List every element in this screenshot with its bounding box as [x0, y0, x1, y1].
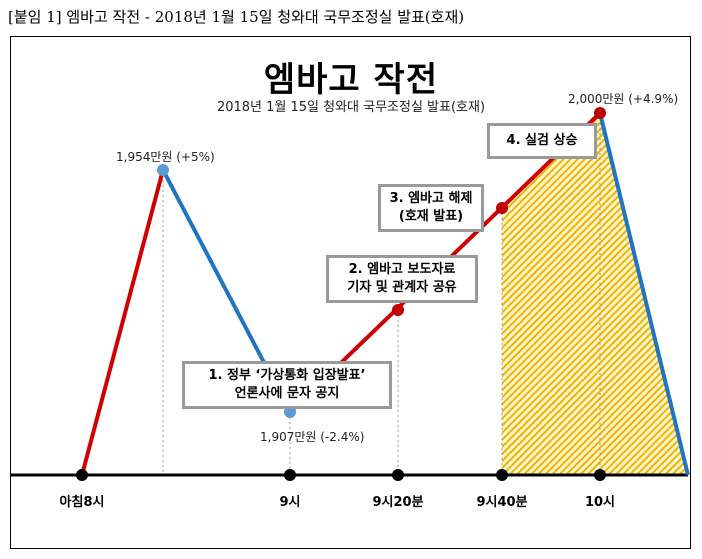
axis-label: 아침8시 [59, 495, 105, 510]
axis-label: 9시40분 [476, 495, 528, 510]
event-text: 4. 실검 상승 [506, 133, 578, 148]
axis-label: 9시 [279, 495, 301, 510]
peak1-label: 1,954만원 (+5%) [116, 150, 215, 164]
event-text: 기자 및 관계자 공유 [347, 280, 457, 295]
diagram-frame [10, 36, 691, 549]
axis-label: 10시 [584, 495, 616, 510]
diagram-subtitle: 2018년 1월 15일 청와대 국무조정실 발표(호재) [216, 100, 486, 115]
axis-dot [392, 469, 404, 481]
event-box-1: 1. 정부 ‘가상통화 입장발표’ 언론사에 문자 공지 [182, 361, 392, 409]
low-label: 1,907만원 (-2.4%) [260, 430, 365, 444]
event-text: (호재 발표) [398, 209, 464, 224]
low-point [284, 406, 296, 418]
axis-dot [594, 469, 606, 481]
event-box-4: 4. 실검 상승 [487, 123, 597, 159]
peak2-label: 2,000만원 (+4.9%) [568, 92, 679, 106]
axis-label: 9시20분 [372, 495, 424, 510]
axis-dot [284, 469, 296, 481]
rise-line-1 [80, 169, 165, 476]
caption: [붙임 1] 엠바고 작전 - 2018년 1월 15일 청와대 국무조정실 발… [8, 8, 465, 26]
event-text: 언론사에 문자 공지 [234, 386, 340, 401]
event-text: 2. 엠바고 보도자료 [348, 262, 456, 277]
point-940 [496, 202, 508, 214]
event-box-3: 3. 엠바고 해제 (호재 발표) [378, 184, 484, 232]
event-text: 3. 엠바고 해제 [389, 191, 473, 206]
point-920 [392, 304, 404, 316]
axis-dot [76, 469, 88, 481]
hatched-area [502, 113, 688, 475]
fall-line-2 [598, 112, 690, 476]
event-text: 1. 정부 ‘가상통화 입장발표’ [208, 368, 366, 383]
peak-point-2 [594, 107, 606, 119]
peak-point-1 [157, 164, 169, 176]
axis-dot [496, 469, 508, 481]
diagram-title: 엠바고 작전 [263, 60, 439, 100]
event-box-2: 2. 엠바고 보도자료 기자 및 관계자 공유 [326, 255, 478, 303]
